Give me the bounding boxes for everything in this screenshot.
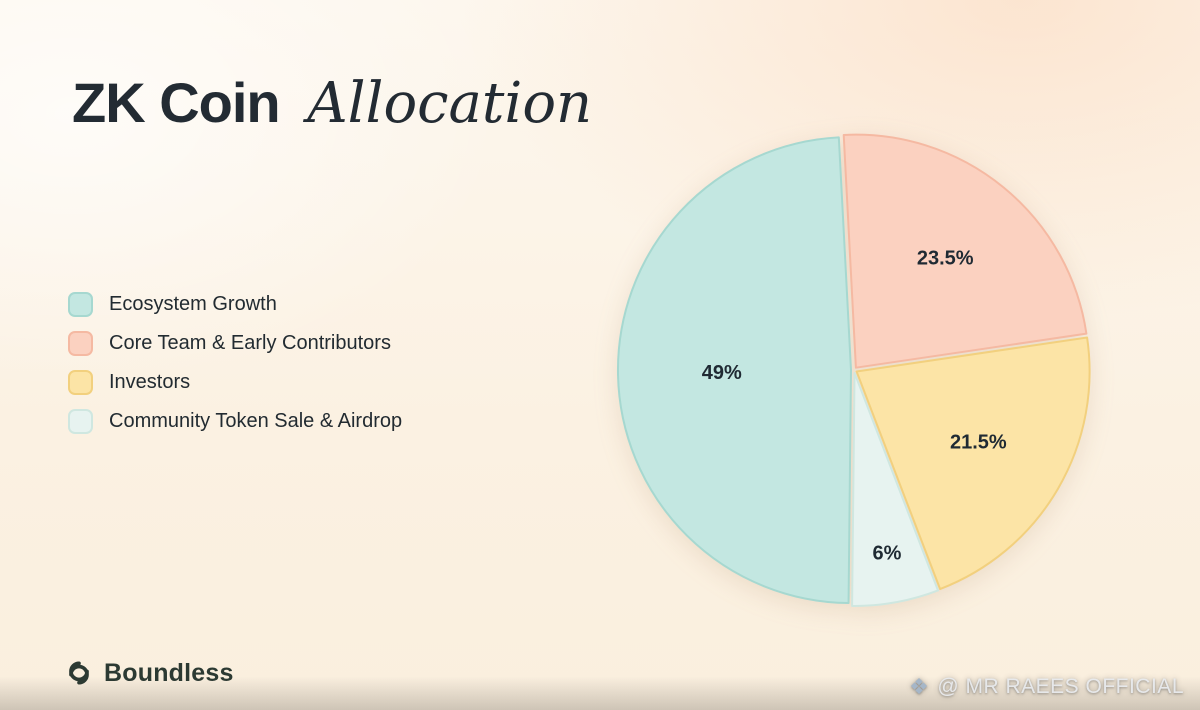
pie-slice-2: [855, 336, 1091, 591]
legend-swatch: [68, 292, 93, 317]
legend-swatch: [68, 370, 93, 395]
legend-label: Investors: [109, 371, 191, 393]
watermark: ❖ @ MR RAEES OFFICIAL: [909, 674, 1184, 700]
legend-item: Ecosystem Growth: [68, 292, 402, 317]
brand-name: Boundless: [104, 658, 234, 687]
pie-value-label: 49%: [702, 362, 742, 384]
legend-item: Investors: [68, 370, 402, 395]
watermark-text: @ MR RAEES OFFICIAL: [937, 675, 1184, 698]
chart-legend: Ecosystem Growth Core Team & Early Contri…: [68, 292, 402, 434]
boundless-logo-icon: [69, 661, 89, 685]
legend-item: Core Team & Early Contributors: [68, 331, 402, 356]
legend-label: Core Team & Early Contributors: [109, 332, 391, 354]
legend-label: Ecosystem Growth: [109, 293, 277, 315]
diamond-icon: ❖: [909, 674, 930, 699]
pie-slice-3: [851, 371, 940, 607]
page-title: ZK Coin Allocation: [72, 71, 593, 136]
legend-swatch: [68, 331, 93, 356]
pie-slice-0: [616, 136, 852, 605]
legend-swatch: [68, 409, 93, 434]
brand-footer: Boundless: [64, 658, 234, 688]
title-accent: Allocation: [307, 71, 593, 136]
legend-label: Community Token Sale & Airdrop: [109, 410, 403, 432]
title-main: ZK Coin: [72, 71, 281, 134]
pie-value-label: 6%: [873, 542, 902, 564]
pie-value-label: 21.5%: [950, 432, 1007, 454]
pie-slice-1: [842, 133, 1088, 369]
pie-value-label: 23.5%: [917, 248, 974, 270]
legend-item: Community Token Sale & Airdrop: [68, 409, 402, 434]
